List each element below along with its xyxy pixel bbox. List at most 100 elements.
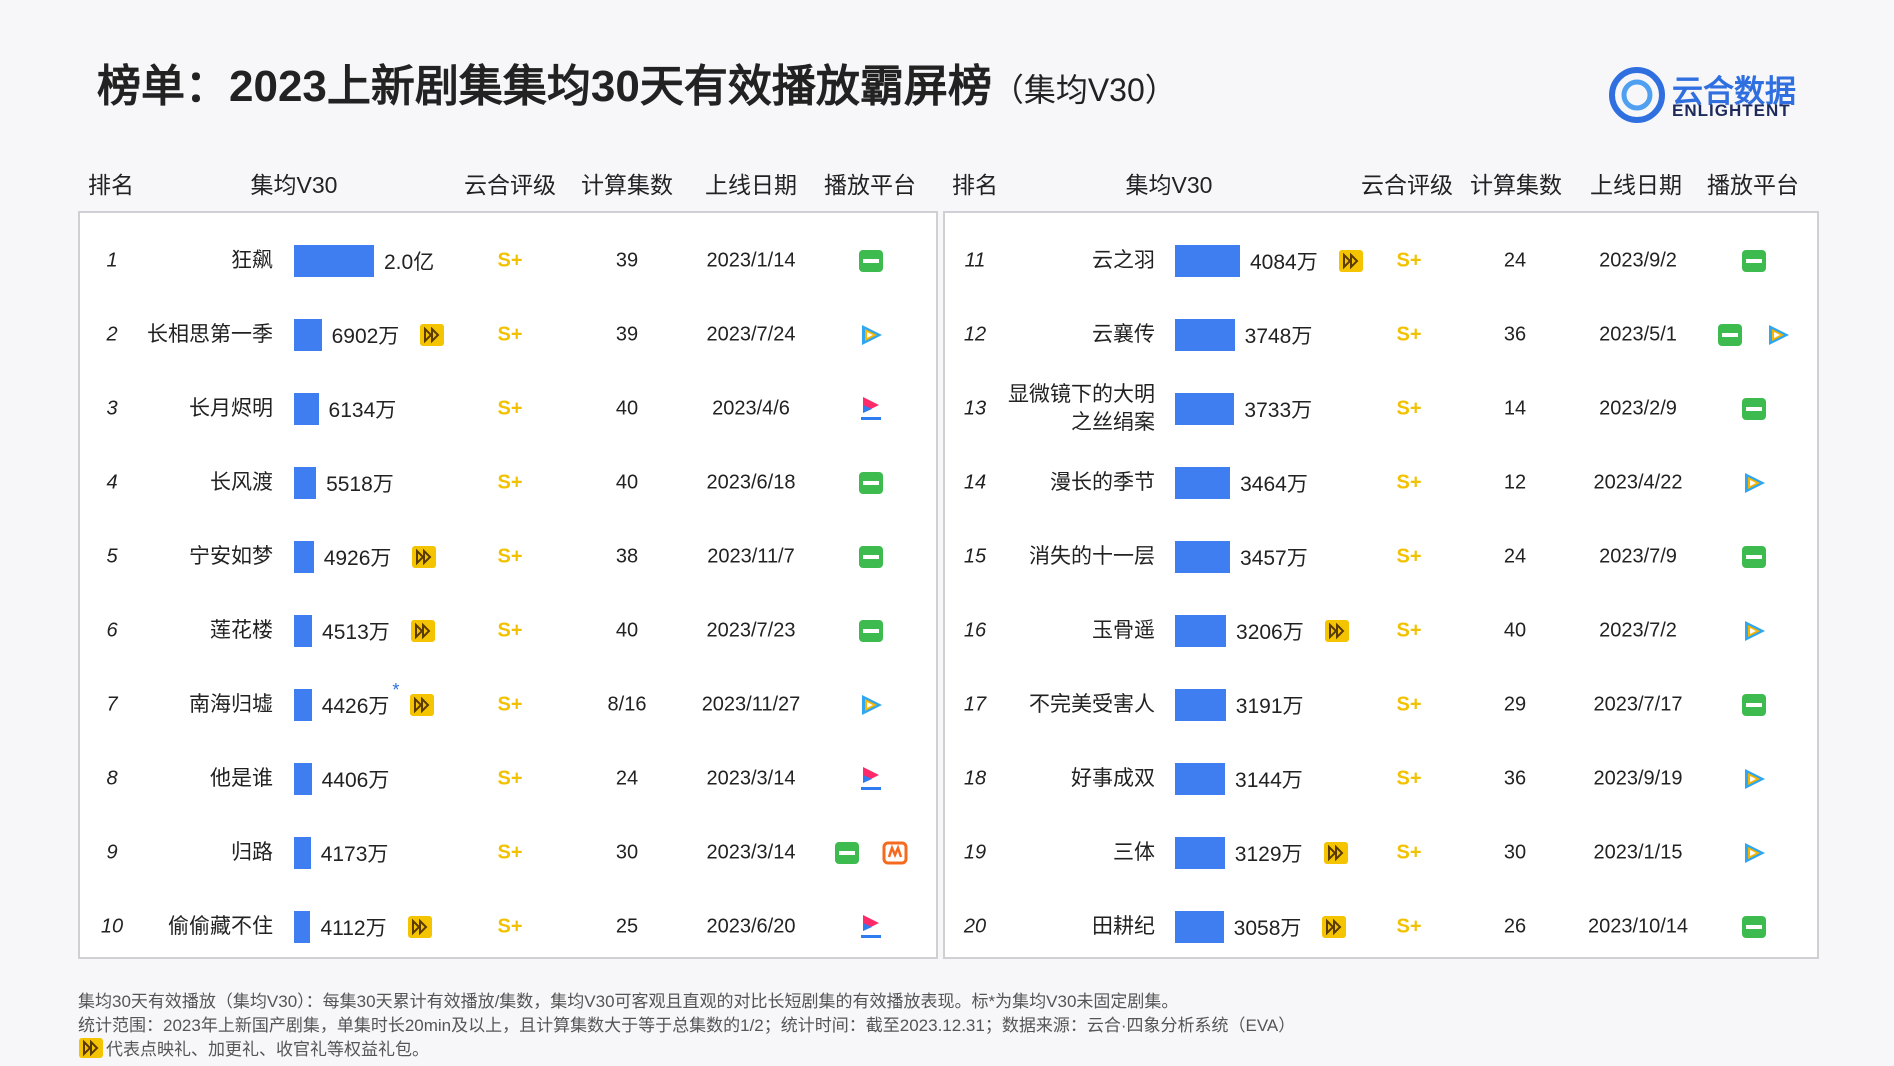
youku-icon: [861, 397, 881, 420]
platform: [1741, 619, 1767, 643]
episodes: 39: [615, 323, 639, 346]
tencent-icon: [1745, 621, 1765, 641]
episodes: 36: [1503, 323, 1527, 346]
iqiyi-mark: [839, 851, 855, 855]
v30-bar: [1175, 689, 1226, 721]
rank: 3: [106, 397, 118, 420]
badge-arrow: [424, 326, 440, 344]
drama-name: 偷偷藏不住: [168, 915, 273, 938]
logo-text: 云合数据: [1672, 74, 1796, 109]
platform: [858, 619, 884, 643]
rating: S+: [497, 397, 523, 420]
v30-label: 6902万: [331, 325, 400, 348]
drama-name: 他是谁: [210, 767, 273, 790]
v30-label: 4926万: [323, 547, 392, 570]
v30-label-group: 3457万: [1240, 542, 1308, 572]
v30-label: 3144万: [1235, 769, 1303, 792]
v30-bar: [1175, 763, 1226, 795]
iqiyi-mark: [1746, 925, 1762, 929]
rating: S+: [1396, 397, 1422, 420]
tencent-core: [1750, 776, 1756, 782]
platform: [858, 693, 884, 717]
mgtv-bg: [882, 841, 908, 865]
drama-name: 狂飙: [231, 249, 273, 272]
iqiyi-icon: [859, 472, 883, 494]
release-date: 2023/3/14: [706, 767, 796, 790]
v30-label-group: 3129万: [1235, 838, 1349, 868]
badge-arrow: [411, 918, 428, 936]
episodes: 26: [1503, 915, 1527, 938]
platform: [1741, 841, 1767, 865]
badge: [419, 323, 445, 347]
tencent-icon: [862, 695, 882, 715]
badge-icon: [1323, 842, 1348, 864]
rank: 12: [963, 323, 987, 346]
release-date: 2023/3/14: [706, 841, 796, 864]
platforms: [858, 693, 884, 717]
rating: S+: [1396, 767, 1422, 790]
platform: [858, 323, 884, 347]
v30-label-group: 3748万: [1245, 320, 1313, 350]
v30-label-group: 3191万: [1236, 690, 1304, 720]
badge: [1321, 915, 1347, 939]
platforms: [858, 395, 884, 423]
iqiyi-mark: [1746, 703, 1762, 707]
badge-icon: [412, 546, 437, 568]
release-date: 2023/1/15: [1593, 841, 1683, 864]
tencent-core: [1750, 480, 1756, 486]
release-date: 2023/2/9: [1599, 397, 1677, 420]
rank: 9: [106, 841, 118, 864]
badge: [1324, 619, 1350, 643]
platform: [858, 471, 884, 495]
release-date: 2023/9/2: [1599, 249, 1677, 272]
youku-mark: [861, 417, 881, 420]
footnote: 代表点映礼、加更礼、收官礼等权益礼包。: [78, 1035, 429, 1060]
rank: 1: [106, 249, 118, 272]
rating: S+: [1396, 693, 1422, 716]
episodes: 29: [1503, 693, 1527, 716]
tencent-core: [1750, 628, 1756, 634]
badge-icon: [1338, 250, 1363, 272]
rank: 2: [106, 323, 118, 346]
episodes: 24: [1503, 249, 1527, 272]
column-header: 计算集数: [1470, 172, 1562, 198]
badge-arrow: [414, 696, 430, 714]
drama-name: 归路: [231, 841, 273, 864]
badge-icon: [410, 694, 435, 716]
v30-label: 3733万: [1244, 399, 1313, 422]
badge: [411, 545, 437, 569]
iqiyi-mark: [1746, 407, 1762, 411]
badge-arrow: [1326, 918, 1342, 936]
v30-bar: [294, 837, 311, 869]
release-date: 2023/10/14: [1587, 915, 1689, 938]
drama-name: 好事成双: [1071, 767, 1155, 790]
v30-label: 4406万: [321, 769, 390, 792]
rating: S+: [497, 767, 523, 790]
iqiyi-mark: [863, 259, 879, 263]
platform: [1765, 323, 1791, 347]
v30-label-group: 3144万: [1235, 764, 1303, 794]
youku-inner: [863, 923, 872, 931]
episodes: 40: [615, 397, 639, 420]
platforms: [834, 841, 908, 865]
youku-icon: [861, 915, 881, 938]
v30-label-group: 6134万: [329, 394, 397, 424]
platforms: [1741, 767, 1767, 791]
badge-icon: [410, 620, 435, 642]
column-header: 播放平台: [1707, 172, 1799, 198]
v30-bar: [294, 615, 313, 647]
rank: 18: [963, 767, 987, 790]
platform: [1741, 767, 1767, 791]
v30-label: 3748万: [1244, 325, 1313, 348]
rating: S+: [497, 545, 523, 568]
platforms: [858, 913, 884, 941]
release-date: 2023/7/17: [1593, 693, 1683, 716]
v30-label: 4084万: [1250, 251, 1318, 274]
iqiyi-icon: [859, 620, 883, 642]
v30-label-group: 3464万: [1240, 468, 1308, 498]
iqiyi-icon: [859, 546, 883, 568]
platform: [1741, 915, 1767, 939]
logo-ring: [1609, 67, 1665, 123]
tencent-icon: [862, 325, 882, 345]
v30-label-group: 3733万: [1244, 394, 1312, 424]
